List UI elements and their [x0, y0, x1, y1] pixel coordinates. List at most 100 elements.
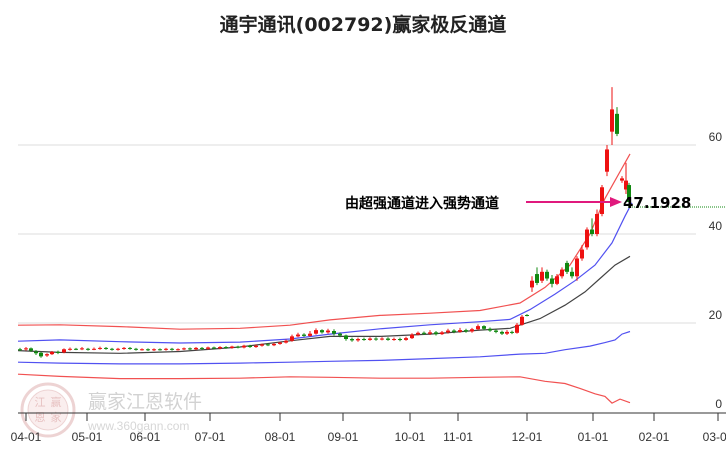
- candle: [122, 347, 126, 350]
- candle: [236, 345, 240, 349]
- candle: [570, 267, 574, 279]
- candle: [158, 348, 162, 351]
- svg-text:恩: 恩: [35, 411, 46, 424]
- candle: [34, 350, 38, 356]
- candle: [290, 334, 294, 342]
- candle: [356, 337, 360, 342]
- x-tick-label: 10-01: [395, 430, 426, 444]
- x-tick-label: 09-01: [328, 430, 359, 444]
- candle: [104, 347, 108, 350]
- candle: [176, 348, 180, 351]
- candle: [530, 276, 534, 292]
- upper-outer-band: [17, 153, 631, 330]
- x-tick-label: 02-01: [639, 430, 670, 444]
- candle: [344, 334, 348, 341]
- candle: [68, 347, 72, 351]
- candle: [182, 347, 186, 351]
- candle: [452, 329, 456, 334]
- watermark-seal-icon: 江 赢 恩 家: [20, 382, 76, 438]
- candle: [152, 348, 156, 352]
- upper-inner-band: [17, 202, 633, 344]
- x-tick-label: 06-01: [130, 430, 161, 444]
- x-tick-label: 03-01: [703, 430, 726, 444]
- candle: [194, 347, 198, 351]
- x-axis-ticks: 04-01 05-01 06-01 07-01 08-01 09-01 10-01 11-01…: [11, 413, 726, 444]
- candle: [446, 328, 450, 334]
- candle: [92, 347, 96, 351]
- candle: [605, 145, 609, 177]
- candle: [242, 344, 246, 349]
- candle: [535, 267, 539, 286]
- x-tick-label: 01-01: [578, 430, 609, 444]
- candle: [302, 333, 306, 337]
- candle: [540, 267, 544, 283]
- candle: [416, 331, 420, 336]
- annotation-text: 由超强通道进入强势通道: [345, 195, 499, 212]
- y-gridlines: 0 20 40 60: [18, 130, 722, 411]
- candle: [218, 346, 222, 350]
- candle: [620, 176, 624, 183]
- x-tick-label: 11-01: [443, 430, 473, 444]
- candle: [164, 347, 168, 351]
- candle: [320, 329, 324, 334]
- candle: [422, 331, 426, 336]
- candle: [284, 339, 288, 344]
- candle: [314, 328, 318, 335]
- candle: [550, 274, 554, 288]
- candle: [515, 323, 519, 334]
- candle: [56, 350, 60, 355]
- candle: [545, 269, 549, 281]
- candle: [500, 330, 504, 336]
- candle: [134, 347, 138, 351]
- y-tick-label: 20: [709, 308, 723, 322]
- candle: [230, 345, 234, 349]
- candle: [326, 328, 330, 334]
- candle: [440, 331, 444, 336]
- candle: [392, 337, 396, 341]
- candle: [45, 353, 49, 357]
- candle: [212, 346, 216, 350]
- candle: [575, 256, 579, 281]
- candle: [428, 330, 432, 336]
- candle: [24, 347, 28, 351]
- candle: [386, 337, 390, 341]
- x-tick-label: 05-01: [72, 430, 103, 444]
- chart-title: 通宇通讯(002792)赢家极反通道: [219, 14, 507, 36]
- candle: [627, 182, 631, 206]
- x-tick-label: 08-01: [265, 430, 296, 444]
- candle: [470, 327, 474, 333]
- x-tick-label: 07-01: [195, 430, 226, 444]
- candle: [624, 162, 628, 194]
- channel-bands: [17, 153, 633, 404]
- candle: [488, 327, 492, 332]
- price-label: 47.1928: [623, 194, 691, 212]
- candle: [224, 346, 228, 349]
- candle: [482, 325, 486, 331]
- candle: [580, 245, 584, 261]
- candle: [595, 209, 599, 237]
- candle: [62, 348, 66, 354]
- candle: [398, 337, 402, 342]
- x-tick-label: 12-01: [512, 430, 543, 444]
- candle: [434, 331, 438, 336]
- candle: [266, 343, 270, 347]
- candle: [110, 347, 114, 351]
- candle: [188, 347, 192, 351]
- candle: [248, 344, 252, 348]
- candle: [278, 341, 282, 345]
- candle: [494, 329, 498, 334]
- candle: [600, 185, 604, 217]
- candle: [362, 337, 366, 341]
- candle: [86, 347, 90, 351]
- candle: [380, 337, 384, 341]
- candle: [505, 330, 509, 336]
- candle: [610, 87, 614, 145]
- watermark-brand: 赢家江恩软件: [88, 391, 202, 413]
- lower-outer-band: [17, 373, 631, 404]
- candle: [464, 328, 468, 333]
- candle: [476, 324, 480, 331]
- candle: [272, 343, 276, 347]
- watermark: 江 赢 恩 家 赢家江恩软件 www.360gann.com: [20, 382, 202, 438]
- candlesticks: [18, 87, 631, 358]
